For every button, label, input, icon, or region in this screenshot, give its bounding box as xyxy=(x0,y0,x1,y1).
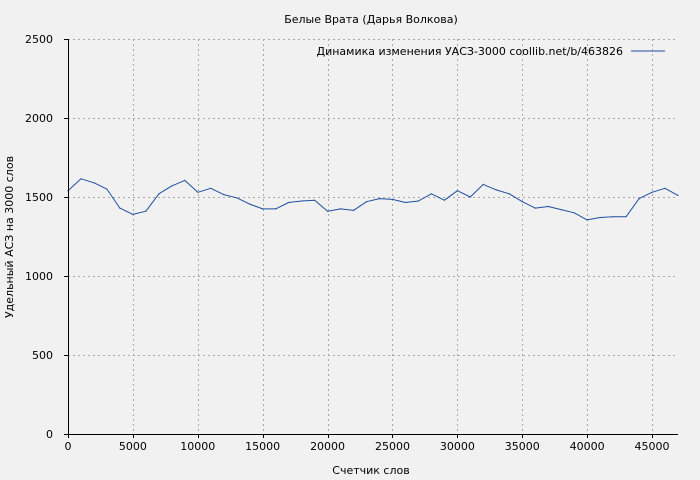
x-tick-label: 40000 xyxy=(570,440,605,453)
x-tick-label: 45000 xyxy=(635,440,670,453)
data-point xyxy=(521,201,523,203)
data-point xyxy=(391,198,394,200)
series-line xyxy=(67,178,679,221)
data-point xyxy=(327,210,329,212)
y-tick-label: 0 xyxy=(46,428,53,441)
data-point xyxy=(223,194,225,196)
tick-labels: 0 5000 10000 15000 20000 25000 30000 35000 40000… xyxy=(25,33,670,453)
data-point xyxy=(314,199,316,201)
data-point xyxy=(106,188,108,190)
y-tick-label: 500 xyxy=(32,349,53,362)
data-point xyxy=(638,198,640,200)
data-point xyxy=(340,208,342,210)
data-point xyxy=(119,207,121,209)
data-point xyxy=(651,191,653,193)
data-point xyxy=(236,197,238,199)
data-point xyxy=(508,193,510,195)
data-point xyxy=(495,189,497,191)
data-point xyxy=(404,201,406,204)
data-point xyxy=(352,209,355,211)
x-tick-label: 30000 xyxy=(440,440,475,453)
data-point xyxy=(197,191,199,193)
x-tick-label: 35000 xyxy=(505,440,540,453)
data-point xyxy=(560,209,562,211)
data-point xyxy=(262,208,264,210)
data-point xyxy=(93,182,95,184)
data-point xyxy=(158,193,160,195)
data-point xyxy=(378,198,381,200)
data-point xyxy=(417,200,419,202)
data-point xyxy=(210,187,212,189)
data-point xyxy=(664,187,666,189)
grid-lines xyxy=(68,39,678,434)
data-point xyxy=(288,201,290,204)
series-layer xyxy=(67,178,679,221)
legend: Динамика изменения УАСЗ-3000 coollib.net… xyxy=(317,45,665,58)
x-tick-label: 15000 xyxy=(245,440,280,453)
legend-label: Динамика изменения УАСЗ-3000 coollib.net… xyxy=(317,45,624,58)
data-point xyxy=(547,205,549,208)
data-point xyxy=(132,213,134,215)
data-point xyxy=(80,178,82,180)
y-tick-label: 1000 xyxy=(25,270,53,283)
y-tick-label: 1500 xyxy=(25,191,53,204)
data-point xyxy=(586,219,588,221)
data-point xyxy=(612,216,614,218)
data-point xyxy=(249,203,251,205)
y-tick-label: 2500 xyxy=(25,33,53,46)
x-tick-label: 25000 xyxy=(375,440,410,453)
axes xyxy=(64,39,678,438)
data-point xyxy=(625,216,627,218)
data-point xyxy=(482,183,484,185)
y-tick-label: 2000 xyxy=(25,112,53,125)
data-point xyxy=(301,200,303,202)
data-point xyxy=(184,179,186,181)
data-point xyxy=(145,210,147,212)
x-tick-label: 10000 xyxy=(180,440,215,453)
y-axis-label: Удельный АСЗ на 3000 слов xyxy=(3,156,16,318)
data-point xyxy=(171,185,173,187)
x-tick-label: 5000 xyxy=(119,440,147,453)
data-point xyxy=(456,190,458,192)
data-point xyxy=(534,207,536,209)
x-axis-label: Счетчик слов xyxy=(332,464,409,477)
data-point xyxy=(365,201,368,203)
data-point xyxy=(599,216,601,219)
data-point xyxy=(573,212,575,214)
data-point xyxy=(443,199,445,201)
data-point xyxy=(275,208,277,210)
data-point xyxy=(469,196,471,198)
x-tick-label: 20000 xyxy=(310,440,345,453)
x-tick-label: 0 xyxy=(65,440,72,453)
data-point xyxy=(430,193,432,195)
data-point xyxy=(677,194,679,196)
chart-title: Белые Врата (Дарья Волкова) xyxy=(284,13,458,26)
